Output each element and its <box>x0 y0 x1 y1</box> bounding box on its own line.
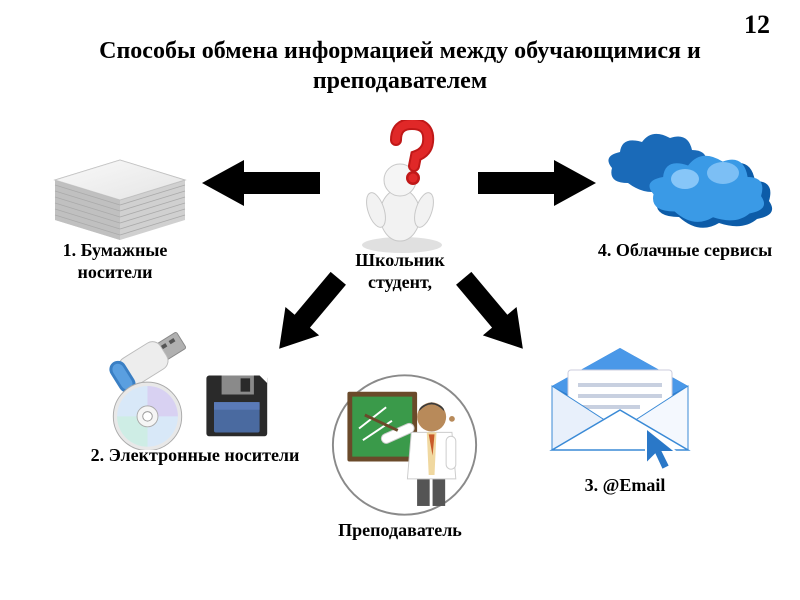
arrow-right <box>478 160 596 211</box>
arrow-down-left <box>260 262 360 367</box>
paper-node <box>30 115 200 245</box>
arrow-left <box>202 160 320 211</box>
teacher-label: Преподаватель <box>300 520 500 542</box>
paper-label: 1. Бумажные носители <box>30 240 200 283</box>
cloud-node <box>590 120 780 240</box>
cloud-icon <box>590 120 780 240</box>
page-title: Способы обмена информацией между обучающ… <box>0 36 800 96</box>
teacher-node <box>330 370 480 520</box>
cloud-label: 4. Облачные сервисы <box>590 240 780 262</box>
email-label: 3. @Email <box>540 475 710 497</box>
paper-stack-icon <box>30 115 200 245</box>
center-figure <box>330 120 470 255</box>
email-node <box>540 340 710 480</box>
questionmark-figure-icon <box>330 120 470 255</box>
storage-label: 2. Электронные носители <box>80 445 310 467</box>
arrow-down-right <box>442 262 542 367</box>
email-envelope-icon <box>540 340 710 480</box>
teacher-icon <box>330 370 480 520</box>
